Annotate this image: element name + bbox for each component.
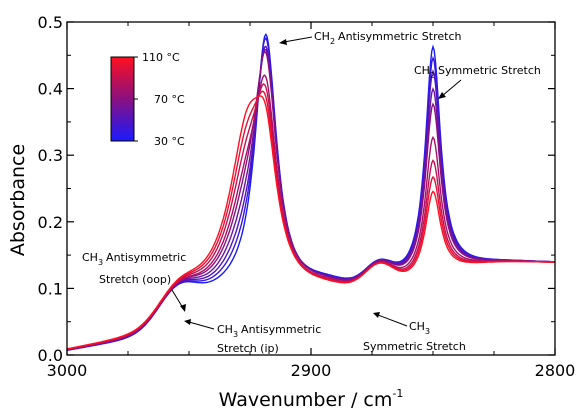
colorbar-label-110: 110 °C — [142, 51, 180, 64]
spectrum-line-90C — [67, 83, 555, 350]
annotation-ch3-antisym-oop: CH3 Antisymmetric — [82, 251, 186, 267]
annotation-ch3-sym: CH3 — [409, 320, 430, 336]
colorbar-label-70: 70 °C — [154, 93, 185, 106]
annotation-ch2-antisym: CH2 Antisymmetric Stretch — [314, 30, 461, 46]
y-tick-label: 0.4 — [38, 80, 63, 99]
colorbar: 110 °C 70 °C 30 °C — [110, 51, 185, 148]
colorbar-label-30: 30 °C — [154, 135, 185, 148]
spectrum-line-80C — [67, 74, 555, 351]
x-axis-title: Wavenumber / cm-1 — [219, 387, 404, 411]
x-tick-label: 2900 — [291, 361, 332, 380]
spectrum-line-110C — [67, 95, 555, 350]
spectrum-line-30C — [67, 32, 555, 351]
colorbar-gradient — [110, 56, 135, 142]
spectrum-line-40C — [67, 37, 555, 351]
y-tick-label: 0.5 — [38, 13, 63, 32]
annotation-ch3-antisym-oop-line2: Stretch (oop) — [99, 273, 171, 286]
spectrum-line-60C — [67, 49, 555, 351]
y-tick-label: 0.0 — [38, 346, 63, 365]
y-tick-label: 0.1 — [38, 279, 63, 298]
series-layer — [67, 32, 555, 351]
spectrum-line-70C — [67, 50, 555, 351]
annotation-ch2-sym: CH2 Symmetric Stretch — [414, 64, 541, 80]
y-axis-title: Absorbance — [7, 144, 29, 256]
spectrum-line-50C — [67, 45, 555, 351]
annotation-ch3-sym-line2: Symmetric Stretch — [363, 340, 466, 353]
spectrum-line-100C — [67, 90, 555, 350]
annotation-ch3-antisym-ip: CH3 Antisymmetric — [217, 323, 321, 339]
x-tick-label: 3000 — [47, 361, 88, 380]
y-tick-label: 0.3 — [38, 146, 63, 165]
annotations: CH2 Antisymmetric Stretch CH2 Symmetric St… — [82, 30, 541, 355]
axes-layer: 3000 2900 2800 0.0 0.1 0.2 0.3 0.4 0.5 — [38, 13, 576, 380]
y-tick-label: 0.2 — [38, 213, 63, 232]
x-tick-label: 2800 — [535, 361, 576, 380]
annotation-ch3-antisym-ip-line2: Stretch (ip) — [217, 342, 279, 355]
